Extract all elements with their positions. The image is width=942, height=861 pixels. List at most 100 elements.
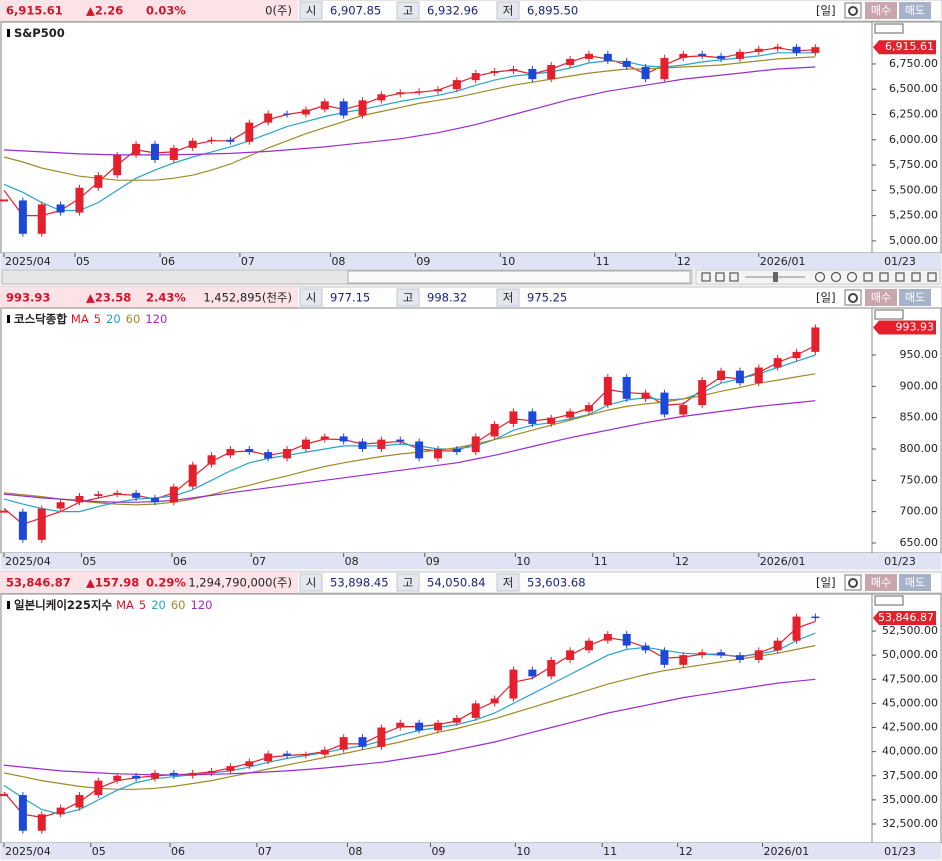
open-value: 977.15: [330, 291, 370, 305]
candle: [735, 51, 744, 59]
x-tick-label: 11: [596, 255, 610, 268]
settings-button[interactable]: [844, 2, 862, 19]
title-marker: [7, 29, 10, 37]
plot-area: [0, 21, 873, 254]
btn-last[interactable]: [729, 272, 739, 282]
sell-button[interactable]: [899, 574, 931, 591]
candle: [150, 772, 159, 779]
price-change-pct: 2.43%: [146, 291, 186, 305]
settings-button[interactable]: [844, 289, 862, 306]
btn-zoom-out[interactable]: [814, 271, 826, 283]
candle: [603, 633, 612, 641]
candle: [415, 722, 424, 731]
candle: [283, 753, 292, 756]
sell-label[interactable]: 매도: [905, 576, 925, 589]
open-label-box: [299, 1, 323, 20]
btn-add[interactable]: [879, 272, 889, 282]
candle: [698, 652, 707, 656]
ma-line: [3, 644, 816, 790]
y-tick-label: 50,000.00: [882, 648, 938, 661]
candle: [679, 655, 688, 665]
candle: [169, 772, 178, 776]
candle: [264, 452, 273, 459]
legend-prefix: MA: [71, 312, 89, 326]
open-label-box: [299, 288, 323, 307]
candle: [773, 640, 782, 651]
y-tick-label: 900.00: [900, 379, 939, 392]
x-tick-label: 06: [173, 555, 187, 568]
btn-settings[interactable]: [846, 271, 858, 283]
buy-label[interactable]: 매수: [871, 576, 891, 589]
candle: [396, 439, 405, 442]
sell-label[interactable]: 매도: [905, 291, 925, 304]
candle: [56, 807, 65, 815]
x-tick-label: 07: [241, 255, 255, 268]
candle: [584, 640, 593, 651]
buy-button[interactable]: [865, 289, 897, 306]
btn-first[interactable]: [701, 272, 711, 282]
buy-label[interactable]: 매수: [871, 4, 891, 17]
x-tick-label: 12: [679, 845, 693, 858]
btn-remove[interactable]: [895, 272, 905, 282]
sell-button[interactable]: [899, 289, 931, 306]
x-tick-label: 2025/04: [5, 255, 51, 268]
legend-entry: 5: [139, 598, 146, 612]
y-tick-label: 700.00: [900, 505, 939, 518]
btn-pause[interactable]: [715, 272, 725, 282]
sell-label[interactable]: 매도: [905, 4, 925, 17]
candle: [754, 48, 763, 52]
x-axis-band: [1, 553, 941, 569]
current-price: 6,915.61: [6, 4, 63, 18]
header-price-area: [0, 572, 298, 593]
btn-chart[interactable]: [863, 272, 873, 282]
plot-area: [0, 593, 873, 844]
x-tick-label: 09: [431, 845, 445, 858]
candle: [679, 405, 688, 415]
plot-area: [0, 307, 873, 554]
candle: [207, 770, 216, 773]
y-tick-label: 6,000.00: [889, 133, 938, 146]
period-button[interactable]: [일]: [816, 576, 836, 590]
candle: [698, 53, 707, 56]
last-price-text: 6,915.61: [885, 40, 934, 53]
x-tick-label: 05: [76, 255, 90, 268]
buy-button[interactable]: [865, 2, 897, 19]
x-tick-label: 09: [426, 555, 440, 568]
candle: [717, 652, 726, 656]
scroll-thumb[interactable]: [347, 270, 691, 284]
price-change: ▲2.26: [86, 4, 123, 18]
buy-button[interactable]: [865, 574, 897, 591]
candle: [132, 492, 141, 498]
candle: [188, 140, 197, 148]
period-button[interactable]: [일]: [816, 291, 836, 305]
candle: [773, 358, 782, 368]
x-tick-label: 05: [82, 555, 96, 568]
settings-icon: [848, 293, 858, 303]
y-tick-label: 35,000.00: [882, 793, 938, 806]
scrollbar[interactable]: [1, 269, 941, 285]
btn-full[interactable]: [927, 272, 937, 282]
candle: [566, 411, 575, 418]
btn-zoom-in[interactable]: [830, 271, 842, 283]
candle: [150, 497, 159, 503]
settings-button[interactable]: [844, 574, 862, 591]
high-label-box: [396, 1, 420, 20]
candle: [566, 650, 575, 660]
candle: [735, 370, 744, 384]
high-label: 고: [403, 576, 414, 590]
candle: [396, 722, 405, 728]
candle: [471, 73, 480, 81]
x-tick-label: 2025/04: [5, 845, 51, 858]
candle: [717, 370, 726, 381]
period-button[interactable]: [일]: [816, 4, 836, 18]
high-label-box: [396, 573, 420, 592]
candle: [320, 436, 329, 440]
buy-label[interactable]: 매수: [871, 291, 891, 304]
open-value: 6,907.85: [330, 4, 381, 18]
last-price-tag: [873, 320, 936, 335]
sell-button[interactable]: [899, 2, 931, 19]
legend-entry: 5: [94, 312, 101, 326]
legend-entry: 120: [190, 598, 212, 612]
zoom-knob[interactable]: [773, 272, 778, 282]
btn-copy[interactable]: [911, 272, 921, 282]
